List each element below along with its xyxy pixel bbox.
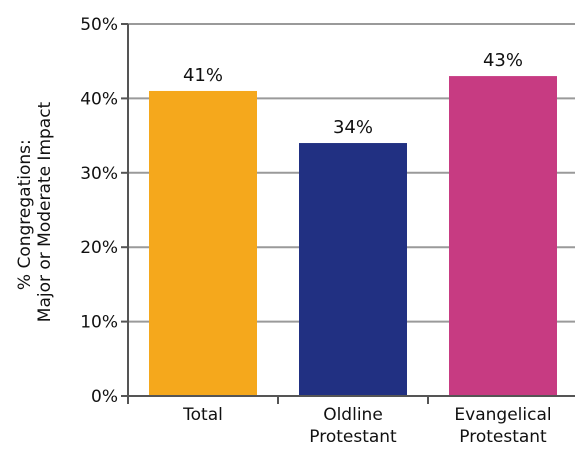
bar	[449, 76, 557, 396]
bar	[149, 90, 257, 397]
bar	[299, 143, 407, 396]
data-label: 41%	[183, 65, 223, 86]
y-axis-ticks: 0% 10% 20% 30% 40% 50%	[80, 15, 128, 407]
x-axis-ticks: Total Oldline Protestant Evangelical Protest…	[127, 396, 552, 447]
y-axis-label-line-1: % Congregations:	[15, 139, 35, 290]
y-tick-label: 20%	[80, 238, 118, 258]
y-axis-label-line-2: Major or Moderate Impact	[35, 101, 55, 322]
data-labels: 41% 34% 43%	[183, 50, 523, 138]
data-label: 43%	[483, 50, 523, 71]
y-tick-label: 30%	[80, 164, 118, 184]
x-tick-label: Evangelical Protestant	[454, 405, 551, 447]
x-tick-label: Total	[182, 405, 223, 425]
y-tick-label: 50%	[80, 15, 118, 35]
y-tick-label: 0%	[91, 387, 118, 407]
bars	[149, 76, 557, 397]
y-tick-label: 40%	[80, 89, 118, 109]
data-label: 34%	[333, 117, 373, 138]
x-tick-label: Oldline Protestant	[309, 405, 397, 447]
y-axis-label: % Congregations: Major or Moderate Impac…	[15, 101, 55, 322]
y-tick-label: 10%	[80, 313, 118, 333]
